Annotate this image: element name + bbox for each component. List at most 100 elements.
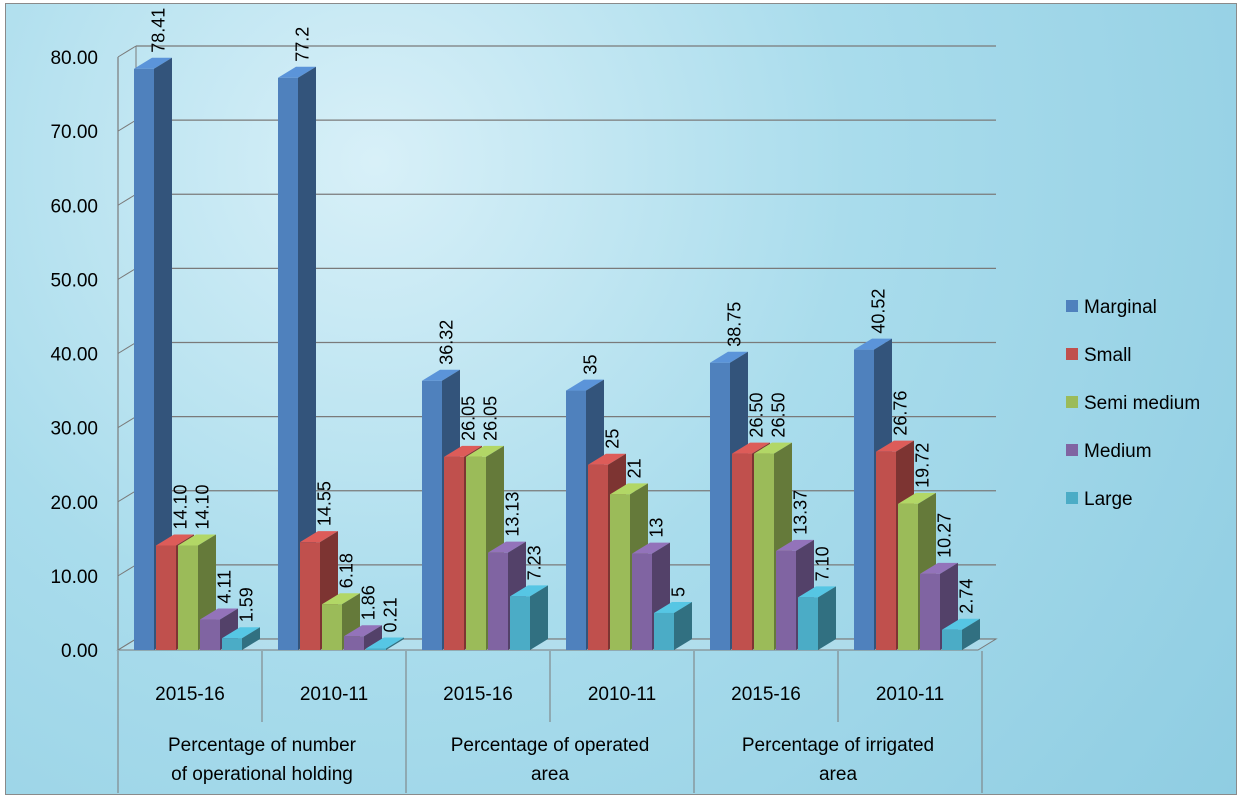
category-label: 2010-11	[300, 684, 368, 705]
category-label: 2015-16	[731, 684, 801, 705]
bar-top	[466, 445, 504, 457]
bar-top	[654, 601, 692, 613]
bar	[222, 638, 242, 650]
bar-top	[178, 534, 216, 546]
bar	[200, 619, 220, 650]
gridline-depth	[117, 45, 137, 58]
bar-top	[444, 445, 482, 457]
bar-top	[422, 369, 460, 381]
bar-side	[386, 637, 404, 650]
bar	[854, 349, 874, 650]
bar	[510, 596, 530, 650]
data-label: 14.55	[314, 481, 334, 526]
data-label: 78.41	[148, 8, 168, 53]
bar-top	[776, 539, 814, 551]
legend-swatch	[1066, 492, 1078, 504]
bar	[710, 362, 730, 650]
group-label-line: Percentage of operated	[451, 735, 650, 756]
y-tick-label: 50.00	[50, 270, 98, 291]
bar-top	[854, 338, 892, 350]
data-label: 4.11	[214, 570, 234, 604]
bar	[134, 68, 154, 650]
data-label: 1.59	[236, 587, 256, 622]
y-tick-label: 10.00	[50, 567, 98, 588]
data-label: 7.10	[812, 546, 832, 581]
group-label-line: of operational holding	[171, 764, 353, 785]
bar	[776, 550, 796, 650]
bar	[942, 629, 962, 650]
bar-top	[898, 492, 936, 504]
bar	[876, 451, 896, 650]
data-label: 38.75	[724, 302, 744, 347]
bar-top	[798, 586, 836, 598]
data-label: 26.05	[458, 396, 478, 441]
bar-top	[488, 541, 526, 553]
bar-top	[510, 585, 548, 597]
data-label: 13.37	[790, 490, 810, 535]
bar	[632, 553, 652, 650]
bar-top	[566, 379, 604, 391]
data-label: 0.21	[380, 597, 400, 632]
bar	[754, 453, 774, 650]
bar-side	[298, 66, 316, 650]
bar-top	[278, 66, 316, 78]
gridline-depth	[117, 564, 137, 577]
bar-top	[322, 593, 360, 605]
bar-top	[156, 534, 194, 546]
data-label: 10.27	[934, 513, 954, 558]
category-label: 2010-11	[876, 684, 944, 705]
bar	[178, 545, 198, 650]
bar	[156, 545, 176, 650]
bar-top	[632, 542, 670, 554]
legend-swatch	[1066, 300, 1078, 312]
bar	[444, 456, 464, 650]
data-label: 35	[580, 355, 600, 375]
data-label: 19.72	[912, 443, 932, 488]
data-label: 5	[668, 587, 688, 597]
data-label: 2.74	[956, 579, 976, 614]
bar	[366, 648, 386, 650]
bar-top	[134, 57, 172, 69]
bar-top	[300, 531, 338, 543]
gridline-depth	[117, 193, 137, 206]
legend-label: Large	[1084, 489, 1133, 510]
bar	[654, 612, 674, 650]
y-tick-label: 80.00	[50, 48, 98, 69]
bar-top	[732, 442, 770, 454]
bar-top	[920, 562, 958, 574]
bar	[300, 542, 320, 650]
bar	[588, 464, 608, 650]
y-tick-label: 60.00	[50, 196, 98, 217]
legend-label: Small	[1084, 345, 1132, 366]
bar	[898, 503, 918, 650]
data-label: 13.13	[502, 492, 522, 537]
group-label: Percentage of operated area	[451, 735, 650, 785]
group-label-line: area	[819, 764, 857, 785]
bar	[566, 390, 586, 650]
bar	[422, 380, 442, 650]
bar-top	[610, 483, 648, 495]
data-label: 77.2	[292, 27, 312, 62]
data-label: 36.32	[436, 320, 456, 365]
bar	[322, 604, 342, 650]
category-label: 2010-11	[588, 684, 656, 705]
group-label-line: Percentage of number	[168, 735, 357, 756]
legend-label: Medium	[1084, 441, 1152, 462]
bar-side	[242, 627, 260, 650]
y-tick-label: 20.00	[50, 493, 98, 514]
bar	[798, 597, 818, 650]
bar	[488, 552, 508, 650]
legend-label: Marginal	[1084, 297, 1157, 318]
legend-swatch	[1066, 348, 1078, 360]
data-label: 21	[624, 458, 644, 478]
bar-top	[754, 442, 792, 454]
data-label: 25	[602, 429, 622, 449]
data-label: 26.05	[480, 396, 500, 441]
bar	[610, 494, 630, 650]
bar-side	[364, 625, 382, 650]
data-label: 14.10	[192, 484, 212, 529]
gridline-depth	[117, 490, 137, 503]
data-label: 26.50	[746, 393, 766, 438]
bar-side	[674, 601, 692, 650]
bar	[278, 77, 298, 650]
